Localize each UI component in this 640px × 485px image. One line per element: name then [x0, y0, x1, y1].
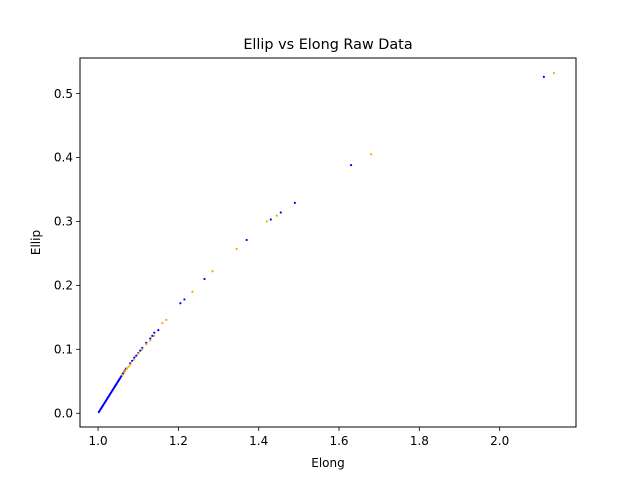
data-point-series-1: [129, 363, 132, 366]
data-point-series-0: [151, 334, 154, 337]
data-point-series-1: [165, 318, 168, 321]
data-point-series-0: [149, 337, 152, 340]
data-point-series-0: [183, 298, 186, 301]
data-point-series-1: [137, 352, 140, 355]
x-tick-label: 1.0: [89, 434, 108, 448]
data-point-series-0: [135, 354, 138, 357]
data-point-series-0: [133, 356, 136, 359]
y-axis-label: Ellip: [29, 230, 43, 255]
y-tick-label: 0.1: [54, 343, 73, 357]
data-point-series-0: [245, 238, 248, 242]
plot-frame: [79, 57, 577, 428]
data-point-series-1: [370, 153, 373, 156]
data-point-series-1: [161, 321, 164, 325]
y-tick-label: 0.4: [54, 151, 73, 165]
data-point-series-0: [349, 164, 353, 167]
y-tick-label: 0.5: [54, 87, 73, 101]
data-point-series-1: [275, 214, 278, 217]
data-point-series-1: [145, 343, 148, 346]
data-point-series-0: [279, 211, 282, 214]
data-point-series-0: [131, 359, 134, 362]
data-point-series-1: [552, 71, 556, 75]
y-tick-label: 0.3: [54, 215, 73, 229]
data-point-series-1: [133, 358, 136, 361]
data-point-series-1: [125, 367, 129, 370]
x-axis-label: Elong: [311, 456, 344, 470]
data-point-series-0: [139, 349, 142, 352]
x-tick-label: 1.2: [169, 434, 188, 448]
x-tick-label: 1.4: [249, 434, 268, 448]
data-point-series-1: [121, 373, 124, 376]
data-point-series-1: [141, 348, 144, 351]
data-point-series-0: [269, 218, 272, 221]
data-point-series-0: [542, 75, 545, 78]
x-tick-label: 2.0: [490, 434, 509, 448]
data-point-series-1: [123, 371, 126, 374]
data-point-series-1: [127, 365, 130, 368]
ticks-layer: 1.0 1.2 1.4 1.6 1.8 2.0 0.0 0.1 0.2 0.3 0.4 0.5: [54, 87, 509, 448]
data-point-series-0: [157, 329, 160, 332]
data-point-series-0: [293, 201, 296, 204]
chart-title: Ellip vs Elong Raw Data: [243, 37, 412, 53]
x-tick-label: 1.6: [329, 434, 348, 448]
x-tick-label: 1.8: [410, 434, 429, 448]
y-tick-label: 0.2: [54, 279, 73, 293]
data-point-series-0: [179, 302, 182, 305]
data-point-series-0: [153, 331, 156, 334]
marks-layer: [97, 71, 556, 414]
data-point-series-1: [153, 334, 156, 337]
data-point-series-0: [203, 277, 206, 281]
data-point-series-1: [211, 270, 214, 273]
data-point-series-1: [191, 290, 194, 293]
data-point-series-1: [235, 247, 238, 250]
y-tick-label: 0.0: [54, 407, 73, 421]
data-point-series-1: [265, 220, 268, 223]
data-point-series-1: [124, 369, 127, 372]
data-point-series-1: [149, 339, 152, 342]
